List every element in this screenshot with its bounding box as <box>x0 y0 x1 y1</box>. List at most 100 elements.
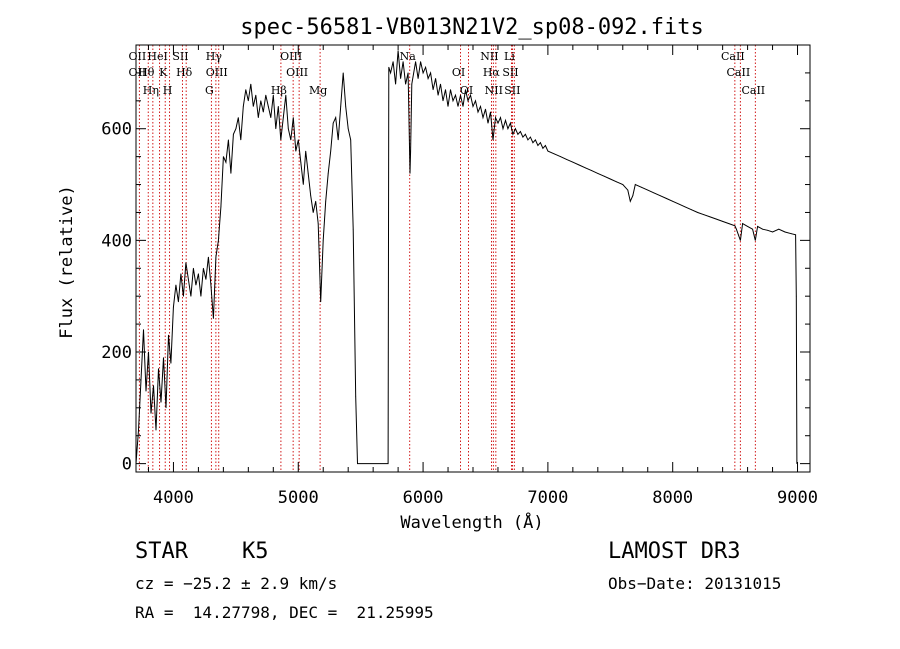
object-subclass: K5 <box>242 539 269 564</box>
flux-point <box>175 284 177 286</box>
flux-point <box>267 106 269 107</box>
flux-point <box>520 131 521 132</box>
flux-point <box>233 133 234 135</box>
flux-point <box>460 94 461 96</box>
flux-point <box>183 295 184 297</box>
flux-point <box>440 83 441 85</box>
flux-point <box>512 133 514 135</box>
flux-point <box>180 273 182 275</box>
flux-point <box>280 139 282 141</box>
line-marker-label: Hη <box>143 84 159 97</box>
flux-point <box>330 150 332 152</box>
flux-point <box>305 150 307 152</box>
flux-point <box>475 100 476 102</box>
flux-point <box>566 159 567 160</box>
flux-point <box>228 139 229 141</box>
flux-point <box>193 267 194 269</box>
flux-point <box>535 139 536 141</box>
line-marker-label: Hβ <box>271 84 287 97</box>
flux-point <box>467 100 469 102</box>
flux-point <box>148 351 149 353</box>
flux-point <box>540 142 541 144</box>
line-marker-label: CaII <box>727 66 751 79</box>
flux-point <box>542 147 544 149</box>
flux-point <box>697 212 699 213</box>
flux-point <box>190 295 192 297</box>
flux-point <box>457 106 459 107</box>
flux-point <box>497 122 499 124</box>
flux-point <box>790 233 792 235</box>
line-marker-label: Hδ <box>176 66 193 79</box>
flux-point <box>525 133 526 135</box>
flux-point <box>452 100 454 102</box>
flux-point <box>342 72 344 74</box>
flux-point <box>245 89 247 91</box>
line-marker-label: OII <box>129 50 147 63</box>
line-marker-label: G <box>205 84 214 97</box>
flux-point <box>597 173 599 174</box>
flux-point <box>530 136 531 138</box>
flux-point <box>285 94 287 96</box>
flux-point <box>290 139 292 141</box>
flux-point <box>272 94 274 96</box>
flux-point <box>578 164 580 166</box>
flux-point <box>145 390 147 392</box>
flux-point <box>647 189 649 191</box>
flux-point <box>510 122 511 124</box>
flux-point <box>307 173 309 174</box>
flux-point <box>347 128 349 130</box>
flux-point <box>357 463 358 464</box>
line-marker-label: Hγ <box>206 50 223 63</box>
flux-point <box>300 161 302 163</box>
flux-point <box>185 262 187 264</box>
flux-point <box>495 117 496 118</box>
flux-series <box>135 50 798 465</box>
flux-point <box>388 66 390 68</box>
line-marker-label: Li <box>504 50 515 63</box>
x-axis: 4000 5000 6000 7000 8000 9000 <box>147 45 818 508</box>
flux-point <box>629 200 631 202</box>
flux-point <box>547 150 549 152</box>
flux-point <box>659 195 661 197</box>
flux-point <box>208 256 209 258</box>
line-marker-label: SII <box>504 84 520 97</box>
line-marker-label: CaII <box>741 84 765 97</box>
flux-point <box>517 133 519 135</box>
flux-point <box>220 206 222 208</box>
line-markers <box>138 45 756 472</box>
flux-point <box>225 161 227 163</box>
flux-point <box>430 72 431 74</box>
flux-point <box>240 139 242 141</box>
flux-point <box>709 216 711 218</box>
flux-point <box>178 301 179 303</box>
chart-title: spec-56581-VB013N21V2_sp08-092.fits <box>240 15 704 40</box>
flux-point <box>742 223 743 225</box>
flux-point <box>527 139 529 141</box>
flux-point <box>387 463 389 464</box>
flux-point <box>250 83 252 85</box>
flux-point <box>205 279 207 280</box>
flux-point <box>482 117 484 118</box>
flux-line <box>135 50 798 465</box>
flux-point <box>237 117 239 118</box>
line-marker-label: OIII <box>280 50 302 63</box>
flux-point <box>390 72 391 74</box>
flux-point <box>270 117 272 118</box>
flux-point <box>591 170 592 172</box>
flux-point <box>315 200 317 202</box>
coordinates: RA = 14.27798, DEC = 21.25995 <box>135 603 434 622</box>
line-marker-label: NII <box>485 84 503 97</box>
flux-point <box>795 234 796 236</box>
flux-point <box>150 413 152 414</box>
flux-point <box>772 231 773 233</box>
flux-point <box>672 200 674 202</box>
flux-point <box>252 106 254 107</box>
flux-point <box>653 192 655 194</box>
flux-point <box>603 175 605 177</box>
flux-point <box>337 139 339 141</box>
flux-point <box>703 214 705 216</box>
flux-point <box>168 334 169 336</box>
flux-point <box>350 139 352 141</box>
flux-point <box>722 221 723 222</box>
flux-point <box>634 184 636 185</box>
